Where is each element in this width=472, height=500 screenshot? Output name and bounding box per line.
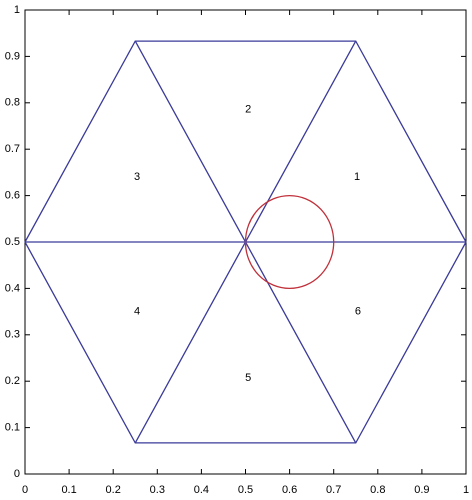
y-tick-label: 0.1 bbox=[5, 422, 20, 434]
region-label: 5 bbox=[245, 372, 251, 384]
x-tick-label: 0.9 bbox=[414, 484, 429, 496]
y-tick-label: 0.5 bbox=[5, 236, 20, 248]
y-tick-label: 0.6 bbox=[5, 190, 20, 202]
x-tick-label: 0.4 bbox=[194, 484, 209, 496]
y-tick-label: 0 bbox=[14, 468, 20, 480]
x-tick-label: 0 bbox=[22, 484, 28, 496]
region-label: 1 bbox=[354, 171, 360, 183]
region-label: 2 bbox=[245, 104, 251, 116]
x-tick-label: 0.5 bbox=[238, 484, 253, 496]
y-tick-label: 0.3 bbox=[5, 329, 20, 341]
y-tick-label: 1 bbox=[14, 4, 20, 16]
region-label: 6 bbox=[355, 306, 361, 318]
region-label: 3 bbox=[134, 171, 140, 183]
x-tick-label: 0.2 bbox=[106, 484, 121, 496]
y-tick-label: 0.4 bbox=[5, 282, 20, 294]
x-tick-label: 0.3 bbox=[150, 484, 165, 496]
y-tick-label: 0.8 bbox=[5, 97, 20, 109]
y-tick-label: 0.7 bbox=[5, 143, 20, 155]
circle bbox=[244, 194, 335, 290]
region-label: 4 bbox=[134, 306, 140, 318]
y-tick-label: 0.9 bbox=[5, 50, 20, 62]
x-tick-label: 0.1 bbox=[61, 484, 76, 496]
x-tick-label: 1 bbox=[463, 484, 469, 496]
y-tick-label: 0.2 bbox=[5, 375, 20, 387]
x-tick-label: 0.8 bbox=[370, 484, 385, 496]
x-tick-label: 0.6 bbox=[282, 484, 297, 496]
x-tick-label: 0.7 bbox=[326, 484, 341, 496]
